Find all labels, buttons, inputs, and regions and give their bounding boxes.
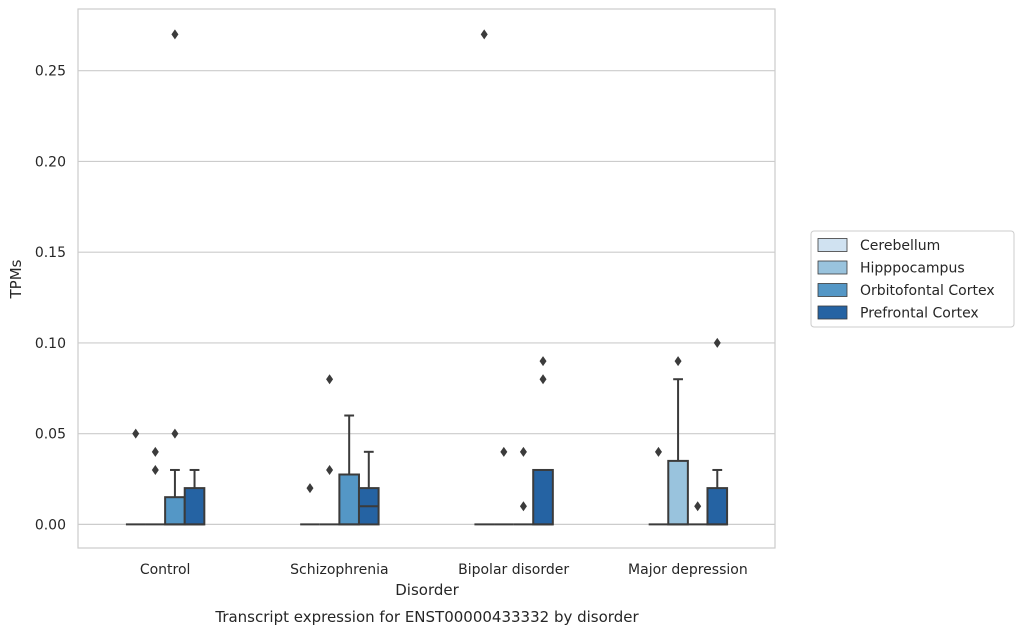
- legend-swatch: [817, 305, 848, 320]
- legend-label: Hipppocampus: [860, 261, 965, 277]
- outlier-point: [713, 337, 721, 348]
- outlier-point: [519, 501, 527, 512]
- legend-label: Prefrontal Cortex: [860, 306, 979, 322]
- box-orbitofontal-cortex: [513, 446, 534, 526]
- box-hipppocampus: [145, 446, 166, 526]
- outlier-point: [674, 356, 682, 367]
- outlier-point: [151, 446, 159, 457]
- box-prefrontal-cortex: [532, 356, 554, 526]
- box-prefrontal-cortex: [706, 337, 729, 526]
- box-orbitofontal-cortex: [338, 414, 360, 526]
- box-body: [338, 473, 360, 526]
- y-tick-label: 0.10: [35, 336, 66, 352]
- legend-label: Orbitofontal Cortex: [860, 283, 995, 299]
- y-tick-label: 0.25: [35, 64, 66, 80]
- outlier-point: [326, 464, 334, 475]
- x-axis-label: Disorder: [395, 581, 459, 599]
- box-cerebellum: [474, 29, 495, 526]
- y-tick-label: 0.00: [35, 517, 66, 533]
- legend-frame: [810, 230, 1015, 328]
- outlier-point: [151, 464, 159, 475]
- outlier-point: [171, 29, 179, 40]
- box-cerebellum: [648, 446, 669, 526]
- box-cerebellum: [300, 483, 320, 526]
- x-tick-label: Control: [140, 562, 191, 578]
- outlier-point: [171, 428, 179, 439]
- outlier-point: [326, 374, 334, 385]
- outlier-point: [539, 356, 547, 367]
- box-prefrontal-cortex: [183, 468, 206, 526]
- box-hipppocampus: [494, 446, 514, 526]
- x-tick-label: Bipolar disorder: [458, 562, 569, 578]
- legend-label: Cerebellum: [860, 238, 940, 254]
- box-hipppocampus: [319, 374, 340, 526]
- box-prefrontal-cortex: [357, 450, 380, 526]
- outlier-point: [480, 29, 488, 40]
- y-axis-ticks: 0.00 0.05 0.10 0.15 0.20 0.25: [35, 64, 66, 534]
- outlier-point: [694, 501, 702, 512]
- plot-area-frame: [77, 8, 776, 549]
- legend: Cerebellum Hipppocampus Orbitofontal Corte…: [810, 230, 1015, 328]
- y-axis-label: TPMs: [7, 259, 25, 299]
- box-body: [667, 459, 689, 526]
- box-plot-marks: [125, 29, 729, 526]
- box-body: [164, 496, 186, 526]
- x-tick-label: Schizophrenia: [290, 562, 388, 578]
- outlier-point: [654, 446, 662, 457]
- box-orbitofontal-cortex: [687, 501, 708, 526]
- box-hipppocampus: [667, 356, 689, 526]
- outlier-point: [306, 483, 314, 494]
- x-axis-ticks: Control Schizophrenia Bipolar disorder Majo…: [140, 562, 748, 578]
- outlier-point: [539, 374, 547, 385]
- outlier-point: [132, 428, 140, 439]
- box-body: [706, 487, 729, 526]
- y-tick-label: 0.20: [35, 154, 66, 170]
- legend-swatch: [817, 238, 848, 252]
- chart-title: Transcript expression for ENST0000043333…: [214, 608, 639, 626]
- box-cerebellum: [125, 428, 146, 526]
- legend-swatch: [817, 260, 848, 275]
- box-body: [183, 487, 206, 526]
- outlier-point: [500, 446, 508, 457]
- y-tick-label: 0.05: [35, 427, 66, 443]
- x-tick-label: Major depression: [628, 562, 748, 578]
- grid-lines: [78, 70, 775, 526]
- outlier-point: [519, 446, 527, 457]
- y-tick-label: 0.15: [35, 245, 66, 261]
- legend-swatch: [817, 283, 848, 297]
- box-orbitofontal-cortex: [164, 29, 186, 526]
- box-body: [532, 468, 554, 526]
